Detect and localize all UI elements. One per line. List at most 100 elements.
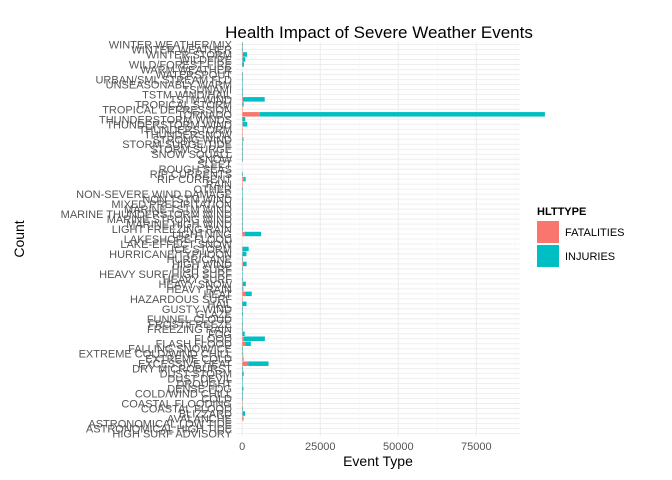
bar-fatalities-high-wind <box>242 261 244 267</box>
bar-fatalities-heavy-snow <box>242 281 243 287</box>
bar-injuries-tropical-storm <box>242 102 244 107</box>
bar-fatalities-hazardous-surf <box>242 296 243 302</box>
bar-injuries-marine-tstm-wind <box>242 206 243 212</box>
y-tick-label: STRONG WIND <box>153 134 232 146</box>
bar-injuries-tstm-wind <box>242 97 265 102</box>
y-tick-label: COASTAL FLOOD <box>141 404 232 416</box>
y-tick-label: STORM SURGE/TIDE <box>122 139 232 151</box>
y-tick-label: FUNNEL CLOUD <box>147 314 232 326</box>
y-tick-label: COLD/WIND CHILL <box>135 389 232 401</box>
bar-injuries-winter-storm <box>242 52 248 57</box>
bar-injuries-avalanche <box>242 416 244 421</box>
y-tick-label: DROUGHT <box>176 379 232 391</box>
bar-injuries-falling-snow-ice <box>242 346 243 351</box>
y-tick-label: HURRICANE <box>167 254 232 266</box>
y-tick-label: DENSE FOG <box>167 384 232 396</box>
y-tick-label: FALLING SNOW/ICE <box>128 344 232 356</box>
bar-fatalities-thunderstorm <box>242 127 243 132</box>
bar-injuries-wildfire <box>242 57 246 62</box>
bar-fatalities-wildfire <box>242 57 243 62</box>
legend-label-injuries: INJURIES <box>565 251 615 263</box>
bar-injuries-ice-storm <box>242 246 249 252</box>
bar-injuries-strong-wind <box>242 137 244 142</box>
x-tick-label: 50000 <box>383 441 414 453</box>
y-tick-label: BLIZZARD <box>179 409 232 421</box>
bar-fatalities-coastal-flooding <box>242 401 243 406</box>
y-tick-label: TROPICAL STORM <box>135 99 232 111</box>
y-tick-label: DUST DEVIL <box>167 374 232 386</box>
y-axis-label: Count <box>11 220 27 257</box>
y-tick-label: NON TSTM WIND <box>142 194 232 206</box>
bar-fatalities-extreme-cold-wind-chill <box>242 351 243 356</box>
y-tick-label: THUNDERSNOW <box>144 129 233 141</box>
y-tick-label: HAZARDOUS SURF <box>130 294 232 306</box>
bar-injuries-tstm-wind-hail <box>242 92 243 97</box>
bar-injuries-storm-surge <box>242 146 243 152</box>
bar-fatalities-tornado <box>242 112 260 117</box>
bar-injuries-tsunami <box>242 87 243 92</box>
y-tick-label: SNOW <box>198 154 233 166</box>
y-tick-label: HEAVY RAIN <box>166 284 232 296</box>
y-tick-label: WILDFIRE <box>179 54 232 66</box>
y-tick-label: TSUNAMI <box>183 84 233 96</box>
y-tick-label: ASTRONOMICAL LOW TIDE <box>88 419 232 431</box>
y-tick-label: URBAN/SML STREAM FLD <box>95 74 232 86</box>
y-tick-label: HEAT <box>203 289 232 301</box>
legend: HLTTYPE FATALITIES INJURIES <box>537 206 625 267</box>
y-tick-label: TROPICAL DEPRESSION <box>102 104 232 116</box>
y-tick-label: FROST/FREEZE <box>148 319 232 331</box>
bars <box>242 42 545 421</box>
bar-fatalities-rain <box>242 181 243 187</box>
y-tick-label: LAKESHORE FLOOD <box>124 234 232 246</box>
bar-injuries-drought <box>242 381 243 386</box>
y-tick-label: STORM SURGE <box>150 144 232 156</box>
bar-injuries-dense-fog <box>242 386 244 391</box>
y-tick-label: RIP CURRENT <box>157 174 232 186</box>
y-tick-label: FLOOD <box>194 334 232 346</box>
bar-fatalities-heat <box>242 291 246 297</box>
legend-title: HLTTYPE <box>537 206 586 218</box>
bar-injuries-glaze <box>242 311 243 317</box>
grid-lines <box>236 42 520 436</box>
bar-injuries-coastal-flood <box>242 406 243 411</box>
y-tick-label: EXCESSIVE HEAT <box>138 359 232 371</box>
y-tick-label: HEAVY SNOW <box>158 279 232 291</box>
bar-injuries-urban-sml-stream-fld <box>242 77 243 82</box>
y-tick-label: THUNDERSTORM <box>139 124 232 136</box>
bar-fatalities-tstm-wind <box>242 97 243 102</box>
y-tick-label: OTHER <box>194 184 233 196</box>
bar-fatalities-strong-wind <box>242 137 243 142</box>
y-tick-label: MARINE HIGH WIND <box>126 219 232 231</box>
y-tick-label: TSTM WIND <box>170 94 232 106</box>
bar-injuries-fog <box>242 331 245 337</box>
bar-injuries-frost-freeze <box>242 321 243 327</box>
x-tick-labels: 0 25000 50000 75000 <box>239 441 491 453</box>
bar-injuries-unseasonably-warm <box>242 82 243 87</box>
x-tick-label: 0 <box>239 441 245 453</box>
y-tick-label: HAIL <box>208 299 232 311</box>
bar-injuries-storm-surge-tide <box>242 141 243 147</box>
y-tick-label: MARINE TSTM WIND <box>124 204 232 216</box>
y-tick-label: EXTREME COLD <box>145 354 232 366</box>
bar-fatalities-avalanche <box>242 416 243 421</box>
bar-fatalities-ice-storm <box>242 246 243 252</box>
bar-injuries-winter-weather-mix <box>242 42 243 47</box>
x-axis-label: Event Type <box>343 453 413 469</box>
bar-injuries-heavy-rain <box>242 286 244 292</box>
bar-injuries-winter-weather <box>242 47 243 52</box>
bar-injuries-thunderstorm-wind <box>242 122 248 127</box>
y-tick-label: LIGHTNING <box>172 229 232 241</box>
y-tick-label: MIXED PRECIPITATION <box>111 199 232 211</box>
y-tick-label: SLEET <box>197 159 232 171</box>
y-tick-label: TSTM WIND/HAIL <box>142 89 232 101</box>
bar-fatalities-winter-storm <box>242 52 243 57</box>
bar-injuries-excessive-heat <box>248 361 269 366</box>
bar-fatalities-flash-flood <box>242 341 246 346</box>
y-tick-label: HIGH SURF <box>172 264 233 276</box>
y-tick-label: WINTER WEATHER/MIX <box>109 39 233 51</box>
bar-fatalities-flood <box>242 336 244 341</box>
y-tick-label: ICE STORM <box>171 244 232 256</box>
y-tick-label: HIGH SURF ADVISORY <box>112 429 232 441</box>
y-tick-label: FREEZING RAIN <box>147 324 232 336</box>
